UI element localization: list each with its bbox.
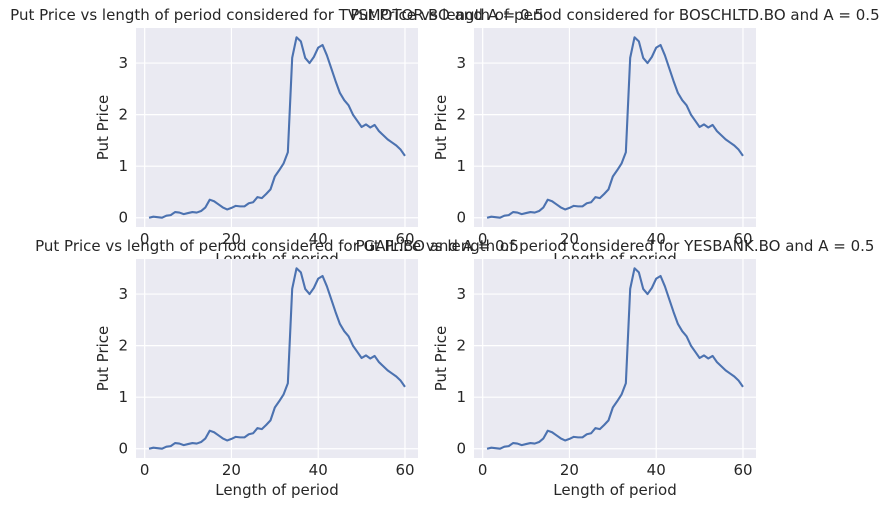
x-tick-label: 20	[560, 461, 579, 479]
y-tick-label: 1	[456, 157, 466, 175]
y-tick-label: 1	[118, 157, 128, 175]
put-price-line	[486, 36, 744, 219]
x-tick-label: 60	[733, 230, 752, 248]
y-tick-label: 0	[118, 440, 128, 458]
x-tick-label: 40	[647, 461, 666, 479]
y-tick-label: 0	[456, 440, 466, 458]
x-tick-label: 0	[140, 461, 150, 479]
y-tick-label: 2	[118, 106, 128, 124]
y-tick-label: 3	[118, 54, 128, 72]
x-tick-label: 0	[140, 230, 150, 248]
y-tick-label: 0	[118, 209, 128, 227]
chart-title: Put Price vs length of period considered…	[10, 6, 544, 24]
x-tick-label: 20	[222, 461, 241, 479]
subplot-boschltd: 0 20 40 60 0 1 2 3 Put Price vs length of period…	[350, 6, 879, 268]
put-price-line	[148, 267, 406, 450]
chart-title: Put Price vs length of period considered…	[350, 6, 879, 24]
chart-title: Put Price vs length of period considered…	[356, 237, 875, 255]
x-tick-label: 60	[395, 230, 414, 248]
y-tick-label: 3	[118, 285, 128, 303]
put-price-line	[486, 267, 744, 450]
y-axis-label: Put Price	[432, 326, 450, 392]
x-axis-label: Length of period	[215, 481, 339, 499]
x-tick-label: 40	[309, 230, 328, 248]
y-tick-label: 2	[456, 337, 466, 355]
y-axis-label: Put Price	[94, 95, 112, 161]
x-tick-label: 60	[395, 461, 414, 479]
chart-title: Put Price vs length of period considered…	[35, 237, 519, 255]
y-tick-label: 1	[456, 388, 466, 406]
y-tick-label: 0	[456, 209, 466, 227]
y-tick-label: 3	[456, 54, 466, 72]
x-tick-label: 0	[478, 461, 488, 479]
subplot-yesbank: 0 20 40 60 0 1 2 3 Put Price vs length of period…	[356, 237, 875, 499]
x-tick-label: 60	[733, 461, 752, 479]
x-tick-label: 40	[647, 230, 666, 248]
x-tick-label: 40	[309, 461, 328, 479]
put-price-line	[148, 36, 406, 219]
y-tick-label: 2	[456, 106, 466, 124]
x-tick-label: 0	[478, 230, 488, 248]
y-axis-label: Put Price	[432, 95, 450, 161]
y-tick-label: 3	[456, 285, 466, 303]
x-tick-label: 20	[222, 230, 241, 248]
x-axis-label: Length of period	[553, 481, 677, 499]
y-tick-label: 2	[118, 337, 128, 355]
y-axis-label: Put Price	[94, 326, 112, 392]
y-tick-label: 1	[118, 388, 128, 406]
x-tick-label: 20	[560, 230, 579, 248]
